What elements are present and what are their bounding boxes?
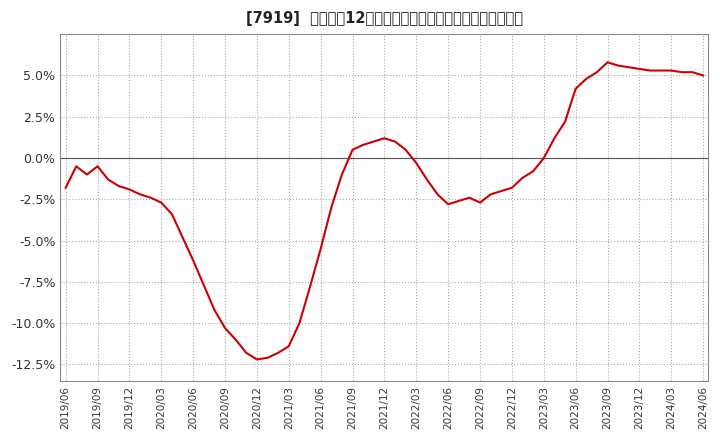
Title: [7919]  売上高の12か月移動合計の対前年同期増減率の推移: [7919] 売上高の12か月移動合計の対前年同期増減率の推移 <box>246 11 523 26</box>
